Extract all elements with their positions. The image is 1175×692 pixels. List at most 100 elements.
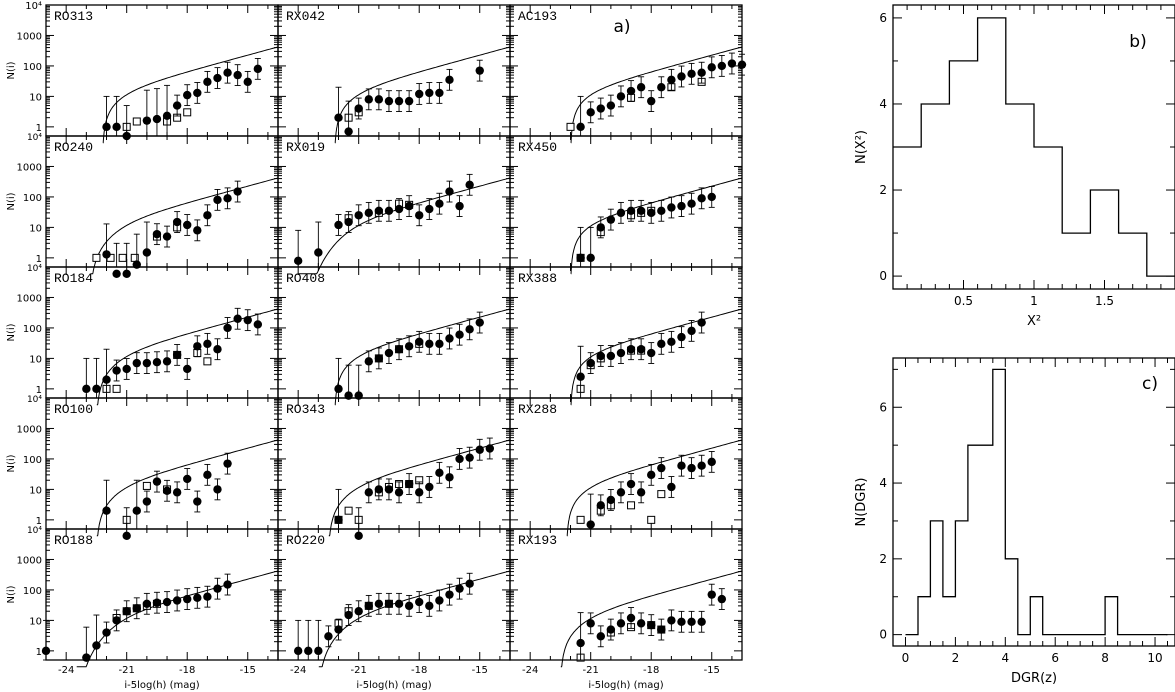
- filled-point: [354, 607, 363, 616]
- filled-point: [243, 315, 252, 325]
- y-tick-label: 10⁴: [27, 264, 42, 274]
- filled-point: [425, 204, 434, 214]
- y-axis-label: N(i): [6, 192, 17, 210]
- x-tick-label: 4: [1001, 651, 1009, 665]
- filled-point: [193, 88, 202, 98]
- filled-point: [586, 619, 595, 628]
- y-tick-label: 100: [23, 455, 42, 466]
- panel-frame: [45, 135, 279, 268]
- panel-rx450: RX450: [509, 135, 743, 275]
- y-axis-label: N(i): [6, 585, 17, 603]
- filled-point: [102, 250, 111, 259]
- filled-point: [435, 468, 444, 478]
- filled-point: [364, 488, 373, 497]
- histogram-step: [893, 17, 1175, 277]
- filled-point: [92, 384, 101, 394]
- filled-point: [253, 320, 263, 329]
- panel-name: RX388: [518, 271, 557, 286]
- filled-point: [364, 95, 373, 104]
- panel-frame: [277, 4, 511, 137]
- y-axis-label: N(DGR): [854, 478, 869, 527]
- panel-ro100: 1 10 100 1000 10⁴ N(i) RO100: [6, 395, 279, 540]
- panel-label-a: a): [613, 17, 630, 37]
- panel-frame: [509, 528, 743, 661]
- filled-point: [213, 584, 222, 593]
- x-tick-label: 1: [1030, 294, 1038, 308]
- filled-point: [132, 506, 141, 515]
- filled-point: [626, 206, 636, 216]
- panel-ro188: 1 10 100 1000 10⁴ N(i) -24 -21 -18 -15 i-5log(h) (…: [6, 526, 279, 691]
- filled-point: [667, 482, 676, 492]
- filled-point: [384, 96, 394, 106]
- panel-grid-a: 1 10 100 1000 10⁴ N(i) RO313 RX042 AC193 1 10 100 10…: [6, 1, 747, 691]
- y-tick-label: 10: [29, 92, 42, 103]
- filled-point: [223, 323, 232, 333]
- y-tick-label: 6: [879, 400, 887, 414]
- filled-point: [122, 607, 131, 616]
- histogram-step: [905, 368, 1168, 636]
- filled-point: [667, 337, 676, 347]
- filled-point: [657, 625, 666, 634]
- filled-point: [213, 195, 222, 205]
- filled-point: [112, 269, 121, 278]
- filled-point: [455, 454, 464, 464]
- filled-point: [304, 646, 313, 656]
- filled-point: [404, 479, 414, 489]
- filled-point: [183, 220, 192, 230]
- filled-point: [415, 211, 424, 220]
- filled-point: [445, 334, 454, 343]
- filled-point: [435, 199, 444, 208]
- filled-point: [667, 75, 676, 85]
- panel-frame: [277, 528, 511, 661]
- panel-name: RX193: [518, 533, 557, 548]
- filled-point: [364, 208, 373, 218]
- filled-point: [697, 68, 706, 77]
- filled-point: [677, 72, 686, 81]
- filled-point: [465, 180, 474, 190]
- filled-point: [183, 90, 192, 100]
- x-axis-label: i-5log(h) (mag): [588, 680, 663, 691]
- filled-point: [213, 485, 222, 494]
- filled-point: [657, 463, 666, 473]
- open-square-point: [132, 117, 141, 126]
- filled-point: [152, 229, 162, 239]
- histogram-b: 0 2 4 6 0.5 1 1.5 X² N(X²) b): [854, 4, 1175, 329]
- filled-point: [41, 646, 51, 656]
- filled-point: [455, 584, 464, 593]
- filled-point: [616, 488, 626, 497]
- filled-point: [626, 613, 636, 623]
- filled-point: [485, 444, 495, 453]
- y-tick-label: 0: [879, 269, 887, 283]
- panel-frame: [277, 135, 511, 268]
- filled-point: [384, 348, 394, 358]
- panel-ro313: 1 10 100 1000 10⁴ N(i) RO313: [6, 1, 279, 144]
- filled-point: [172, 350, 182, 360]
- filled-point: [293, 646, 303, 656]
- filled-point: [435, 596, 444, 605]
- filled-point: [253, 64, 263, 74]
- filled-point: [384, 599, 394, 609]
- filled-point: [647, 620, 656, 630]
- filled-point: [687, 617, 696, 626]
- x-tick-label: 1.5: [1095, 294, 1114, 308]
- model-curve: [566, 439, 743, 537]
- x-tick-label: -21: [119, 665, 135, 676]
- filled-point: [152, 477, 162, 486]
- x-tick-label: -24: [58, 665, 74, 676]
- model-curve: [318, 570, 511, 668]
- filled-point: [142, 599, 152, 609]
- filled-point: [465, 453, 474, 462]
- y-tick-label: 1: [36, 385, 42, 396]
- filled-point: [162, 232, 172, 241]
- filled-point: [374, 485, 384, 494]
- filled-point: [374, 206, 384, 216]
- panel-label: c): [1142, 374, 1158, 394]
- filled-point: [596, 501, 605, 510]
- filled-point: [223, 68, 232, 77]
- x-tick-label: -18: [411, 665, 427, 676]
- panel-rx288: RX288: [509, 397, 743, 537]
- filled-point: [374, 95, 384, 104]
- x-tick-label: 2: [952, 651, 960, 665]
- filled-point: [636, 206, 646, 216]
